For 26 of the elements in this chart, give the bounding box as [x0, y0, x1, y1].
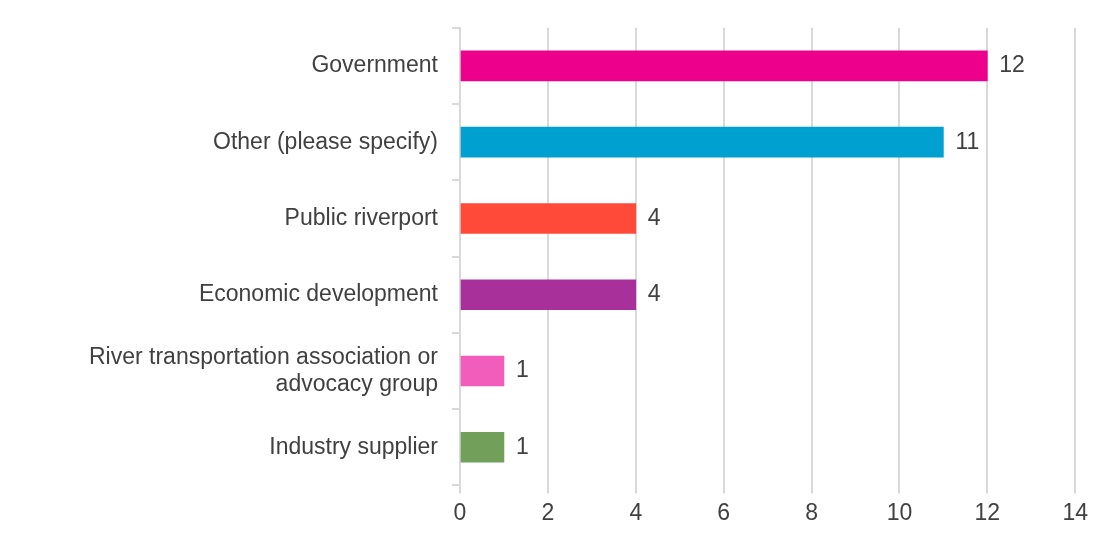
data-label: 4: [647, 203, 661, 230]
data-label: 1: [515, 432, 529, 459]
y-tick-label: Economic development: [198, 280, 439, 307]
x-tick-label: 6: [717, 498, 731, 525]
bar: [460, 50, 988, 82]
bar: [460, 126, 944, 158]
y-tick-label: Government: [311, 51, 439, 78]
data-label: 4: [647, 280, 661, 307]
y-tick-label: Other (please specify): [213, 127, 438, 154]
x-tick-label: 0: [453, 498, 467, 525]
bar: [460, 203, 637, 234]
y-tick-label: Public riverport: [284, 203, 439, 230]
bar: [460, 279, 637, 311]
bar: [460, 431, 505, 463]
x-tick-label: 12: [974, 498, 1001, 525]
bar: [460, 355, 505, 387]
y-tick-label: Industry supplier: [269, 432, 439, 459]
data-label: 11: [955, 127, 980, 154]
y-tick-label: River transportation association or advocacy group: [89, 342, 439, 397]
data-label: 1: [515, 356, 529, 383]
x-tick-label: 8: [805, 498, 818, 525]
x-tick-label: 4: [629, 498, 643, 525]
x-tick-label: 10: [886, 498, 913, 525]
data-label: 12: [999, 51, 1025, 78]
x-tick-label: 2: [541, 498, 555, 525]
x-tick-label: 14: [1062, 498, 1089, 525]
